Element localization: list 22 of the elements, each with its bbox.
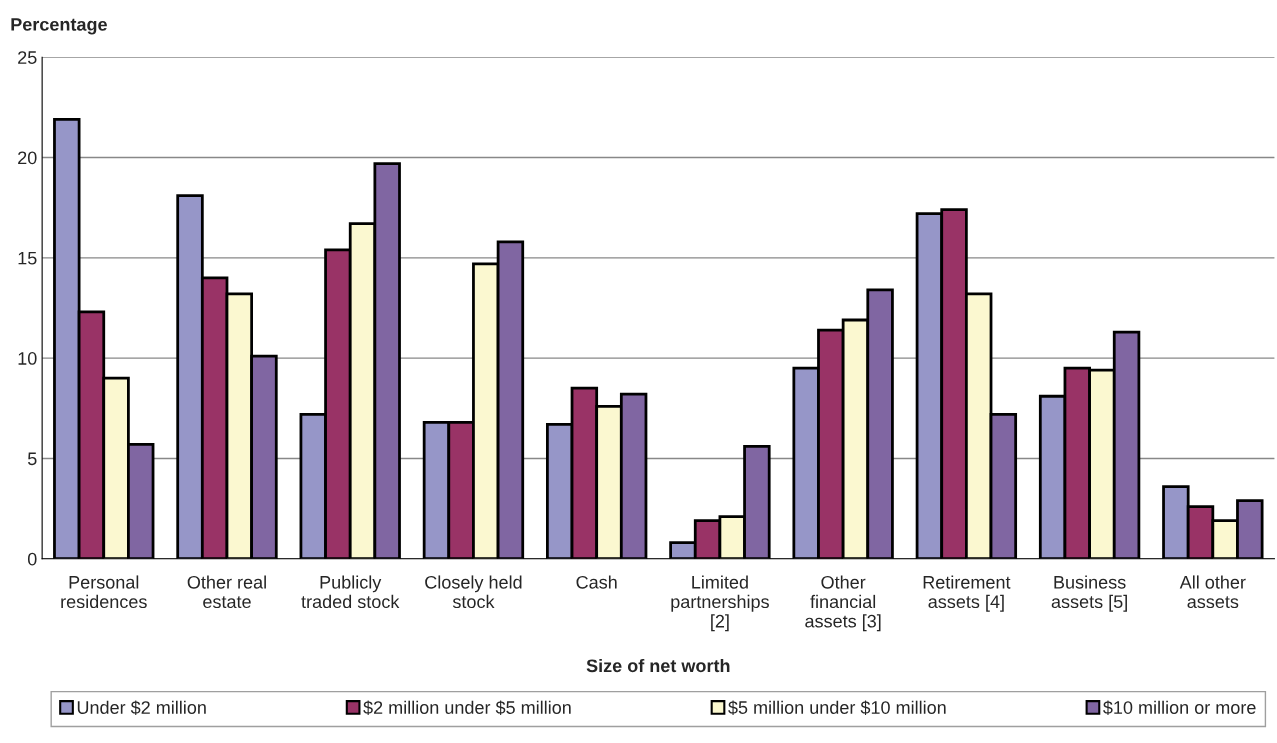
x-tick-label: Closely held stock bbox=[425, 575, 522, 609]
y-tick-label: 25 bbox=[18, 51, 37, 64]
y-tick-label: 10 bbox=[18, 352, 37, 365]
x-tick-label: Publicly traded stock bbox=[301, 575, 400, 609]
x-tick-label: Other financial assets [3] bbox=[805, 575, 881, 632]
legend-label: Under $2 million bbox=[77, 700, 206, 716]
y-tick-label: 0 bbox=[27, 552, 37, 566]
y-tick-label: 20 bbox=[18, 151, 37, 165]
y-tick-label: 5 bbox=[27, 452, 37, 466]
x-tick-label: All other assets bbox=[1179, 575, 1246, 609]
legend-label: $10 million or more bbox=[1103, 700, 1256, 716]
x-tick-label: Limited partnerships [2] bbox=[671, 575, 769, 632]
x-tick-label: Other real estate bbox=[187, 575, 266, 609]
legend-label: $2 million under $5 million bbox=[363, 700, 571, 716]
x-tick-label: Personal residences bbox=[61, 575, 147, 609]
y-tick-label: 15 bbox=[18, 251, 37, 265]
legend-label: $5 million under $10 million bbox=[728, 700, 946, 716]
x-tick-label: Business assets [5] bbox=[1051, 575, 1127, 612]
x-tick-label: Cash bbox=[576, 575, 617, 589]
x-axis-title: Size of net worth bbox=[586, 658, 730, 673]
y-axis-title: Percentage bbox=[11, 18, 107, 35]
x-tick-label: Retirement assets [4] bbox=[923, 575, 1011, 612]
